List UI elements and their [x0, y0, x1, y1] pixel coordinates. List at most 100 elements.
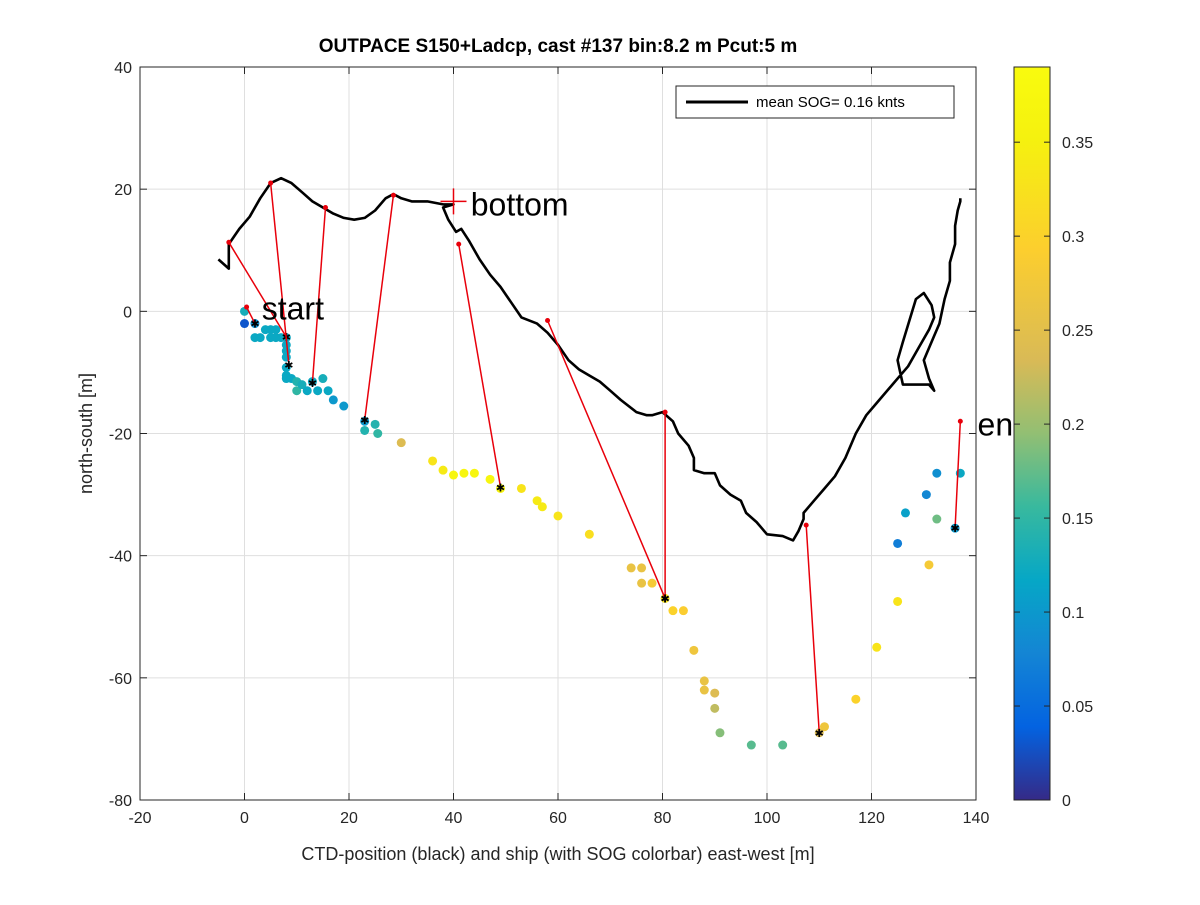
ctd-marker: [226, 239, 232, 245]
ship-point: [255, 333, 265, 343]
ship-marker: ✱: [496, 482, 505, 494]
connector-line: [311, 207, 327, 383]
annotation-bottom: bottom: [471, 186, 569, 222]
y-axis-label: north-south [m]: [76, 373, 96, 494]
ship-marker: ✱: [360, 415, 369, 427]
colorbar-tick-label: 0.2: [1062, 417, 1084, 434]
ship-point: [668, 606, 678, 616]
ship-point: [449, 470, 458, 480]
colorbar-tick-label: 0.25: [1062, 323, 1093, 340]
ship-point: [932, 468, 942, 478]
y-tick-label: 20: [114, 182, 132, 199]
x-tick-label: 100: [754, 810, 781, 827]
ship-point: [318, 374, 328, 384]
ctd-marker: [244, 304, 250, 310]
ship-point: [924, 560, 934, 570]
colorbar-tick-label: 0.15: [1062, 511, 1093, 528]
ship-point: [746, 740, 756, 750]
y-tick-label: 0: [123, 304, 132, 321]
ship-point: [584, 529, 594, 539]
ctd-marker: [268, 180, 274, 186]
ship-point: [637, 578, 647, 588]
ship-marker: ✱: [661, 593, 670, 605]
x-tick-label: 120: [858, 810, 885, 827]
ship-marker: ✱: [815, 728, 824, 740]
ship-marker: ✱: [308, 378, 317, 390]
ship-point: [553, 511, 563, 521]
x-tick-label: 0: [240, 810, 249, 827]
annotation-en: en: [978, 406, 1014, 442]
ship-point: [893, 538, 903, 548]
ship-point: [485, 474, 495, 484]
ship-point: [819, 722, 829, 732]
ship-marker: ✱: [950, 523, 959, 535]
ship-point: [428, 456, 438, 466]
ship-point: [710, 703, 720, 713]
x-axis-label: CTD-position (black) and ship (with SOG …: [301, 844, 814, 864]
ship-point: [715, 728, 725, 738]
ctd-marker: [803, 522, 809, 528]
ship-point: [370, 419, 380, 429]
y-tick-label: -40: [109, 549, 132, 566]
ship-point: [469, 468, 479, 478]
ship-point: [637, 563, 647, 573]
ship-marker: ✱: [250, 319, 259, 331]
ship-point: [537, 502, 547, 512]
ship-point: [396, 438, 406, 448]
ship-point: [459, 468, 469, 478]
colorbar-tick-label: 0.35: [1062, 135, 1093, 152]
ship-marker: ✱: [661, 593, 670, 605]
ship-point: [900, 508, 910, 518]
ship-point: [647, 578, 657, 588]
ship-point: [778, 740, 788, 750]
ship-point: [893, 596, 903, 606]
ship-point: [496, 483, 506, 493]
ctd-marker: [545, 317, 551, 323]
ctd-marker: [957, 418, 963, 424]
ship-point: [921, 490, 931, 500]
y-tick-label: -80: [109, 793, 132, 810]
ship-point: [678, 606, 688, 616]
ship-point: [689, 645, 699, 655]
connector-line: [245, 306, 256, 324]
colorbar-tick-label: 0.1: [1062, 605, 1084, 622]
ship-point: [281, 363, 291, 373]
x-tick-label: 60: [549, 810, 567, 827]
connector-line: [269, 182, 290, 366]
connector-line: [457, 244, 502, 488]
ship-point: [851, 694, 861, 704]
y-tick-label: -20: [109, 427, 132, 444]
ship-point: [516, 483, 526, 493]
ship-point: [271, 325, 281, 335]
connector-line: [546, 320, 666, 599]
ship-point: [302, 386, 312, 396]
ship-point: [710, 688, 720, 698]
x-tick-label: 140: [963, 810, 990, 827]
ship-point: [373, 429, 383, 438]
connector-line: [228, 241, 287, 338]
colorbar-tick-label: 0.05: [1062, 699, 1093, 716]
ship-point: [313, 386, 323, 396]
x-tick-label: 80: [654, 810, 672, 827]
ship-point: [328, 395, 338, 405]
ship-marker: ✱: [284, 360, 293, 372]
ship-point: [872, 642, 882, 652]
ship-point: [626, 563, 636, 573]
y-tick-label: 40: [114, 60, 132, 77]
ship-point: [438, 465, 448, 475]
ship-point: [250, 319, 260, 329]
ctd-marker: [456, 241, 462, 247]
connector-line: [954, 421, 962, 529]
annotation-start: start: [262, 290, 324, 326]
ship-point: [360, 416, 370, 426]
ship-point: [699, 676, 709, 686]
x-tick-label: -20: [128, 810, 151, 827]
ship-point: [699, 685, 709, 695]
ship-point: [297, 380, 307, 390]
colorbar-tick-label: 0: [1062, 793, 1071, 810]
ship-point: [240, 319, 249, 329]
ctd-marker: [322, 204, 328, 210]
x-tick-label: 40: [445, 810, 463, 827]
colorbar: [1013, 66, 1051, 801]
